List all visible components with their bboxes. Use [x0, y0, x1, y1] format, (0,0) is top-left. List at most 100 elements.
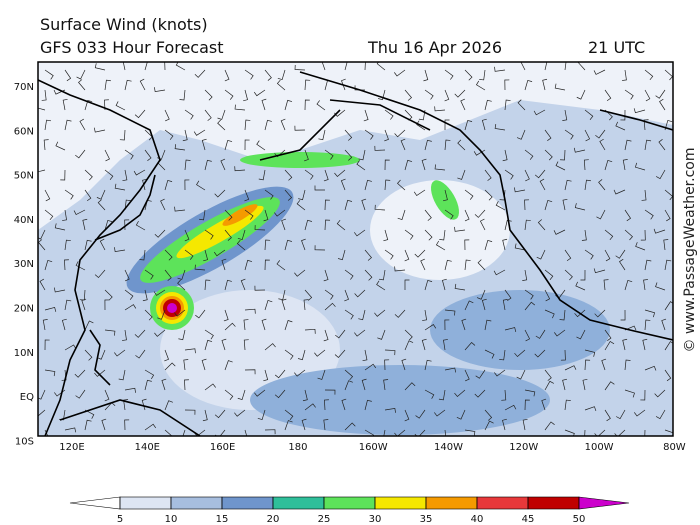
wind-barb	[604, 159, 613, 171]
wind-barb	[504, 404, 517, 411]
wind-barb	[204, 383, 216, 391]
wind-barb	[622, 338, 628, 351]
wind-barb	[204, 109, 212, 121]
wind-barb	[404, 279, 410, 291]
wind-barb	[243, 89, 248, 102]
wind-barb	[334, 349, 346, 359]
wind-barb	[554, 329, 566, 337]
wind-barb	[224, 89, 234, 100]
wind-barb	[84, 320, 94, 331]
wind-barb	[224, 322, 236, 331]
wind-barb	[374, 309, 386, 317]
colorbar-bin	[272, 496, 325, 510]
wind-barb	[424, 209, 432, 221]
wind-barb	[476, 289, 486, 300]
wind-barb	[624, 325, 637, 331]
wind-barb	[264, 429, 276, 435]
shade-light	[370, 180, 510, 280]
lon-label: 100W	[585, 442, 614, 453]
wind-barb	[174, 144, 186, 151]
wind-barb	[564, 129, 574, 140]
wind-barb	[64, 119, 72, 131]
wind-barb	[655, 282, 666, 291]
wind-barb	[263, 369, 269, 382]
wind-barb	[564, 399, 571, 411]
wind-barb	[164, 362, 176, 371]
wind-barb	[304, 219, 313, 231]
wind-barb	[317, 369, 326, 380]
wind-barb	[504, 79, 510, 91]
wind-barb	[277, 69, 286, 81]
wind-barb	[603, 279, 609, 291]
wind-barb	[574, 203, 586, 211]
wind-barb	[264, 119, 272, 131]
wind-barb	[502, 299, 508, 311]
wind-barb	[64, 299, 72, 311]
wind-barb	[201, 358, 207, 371]
wind-barb	[44, 259, 53, 271]
lon-label: 80W	[663, 442, 686, 453]
wind-barb	[544, 199, 553, 211]
wind-barb	[644, 309, 656, 318]
map-frame	[37, 61, 674, 437]
wind-barb	[115, 101, 126, 111]
wind-barbs	[38, 62, 673, 436]
wind-barb	[384, 129, 389, 142]
colorbar-label: 30	[369, 514, 382, 525]
lon-label: 120W	[509, 442, 538, 453]
wind-barb	[161, 378, 167, 391]
wind-barb	[93, 127, 106, 133]
wind-barb	[314, 349, 326, 357]
colorbar-label: 20	[267, 514, 280, 525]
wind-barb	[363, 109, 369, 122]
lat-label: 10N	[14, 348, 34, 359]
wind-barb	[324, 399, 329, 411]
wind-barb	[217, 119, 226, 131]
wind-barb	[164, 269, 172, 281]
wind-barb	[464, 300, 474, 311]
wind-barb	[253, 89, 266, 97]
wind-barb	[44, 339, 50, 351]
wind-barb	[474, 209, 486, 218]
wind-barb	[584, 349, 596, 357]
wind-barb	[362, 349, 368, 362]
wind-barb	[564, 179, 572, 191]
wind-barb	[441, 278, 447, 291]
wind-barb	[424, 279, 433, 291]
wind-barb	[624, 229, 633, 241]
wind-barb	[464, 239, 470, 251]
time: 21 UTC	[588, 38, 645, 57]
wind-barb	[499, 189, 506, 201]
title: Surface Wind (knots)	[40, 15, 208, 34]
wind-barb	[555, 161, 566, 171]
wind-barb	[104, 149, 110, 162]
wind-barb	[533, 109, 546, 116]
wind-barb	[214, 189, 226, 198]
wind-barb	[404, 229, 414, 240]
wind-barb	[318, 129, 326, 141]
wind-barb	[304, 403, 316, 411]
wind-barb	[615, 409, 626, 420]
wind-barb	[144, 369, 155, 380]
wind-barb	[264, 69, 272, 81]
wind-barb	[376, 280, 386, 291]
wind-barb	[324, 219, 331, 231]
wind-barb	[622, 159, 628, 171]
wind-barb	[364, 129, 374, 140]
wind-barb	[434, 409, 446, 417]
wind-barb	[204, 329, 214, 340]
wind-barb	[457, 139, 466, 151]
wind-barb	[644, 139, 652, 151]
wind-barb	[323, 329, 329, 342]
wind-barb	[584, 179, 591, 191]
colorbar-label: 35	[420, 514, 433, 525]
wind-barb	[164, 62, 166, 71]
wind-barb	[276, 260, 286, 271]
wind-barb	[484, 319, 492, 331]
wind-barb	[164, 400, 173, 411]
wind-barb	[414, 249, 426, 258]
wind-barb	[220, 158, 226, 171]
wind-barb	[593, 69, 606, 75]
wind-barb	[484, 409, 493, 421]
wind-barb	[404, 249, 410, 262]
